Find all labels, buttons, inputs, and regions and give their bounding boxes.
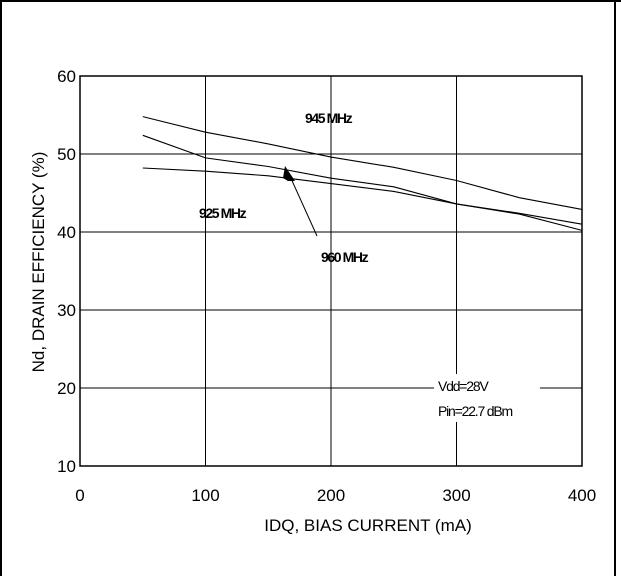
tick-labels: 0 100 200 300 400 10 20 30 40 50 60 xyxy=(57,67,596,505)
x-tick-label: 400 xyxy=(568,486,596,505)
annotation-arrow-head xyxy=(283,166,295,181)
x-axis-label: IDQ, BIAS CURRENT (mA) xyxy=(264,516,471,535)
x-tick-label: 200 xyxy=(317,486,345,505)
y-tick-label: 10 xyxy=(57,457,76,476)
conditions-box xyxy=(434,374,540,422)
annotation-960: 960 MHz xyxy=(321,249,369,265)
y-tick-label: 40 xyxy=(57,223,76,242)
y-tick-label: 20 xyxy=(57,379,76,398)
x-tick-label: 100 xyxy=(191,486,219,505)
plot-area xyxy=(79,75,583,467)
series-line-2 xyxy=(142,134,583,231)
conditions-pin: Pin=22.7 dBm xyxy=(438,403,512,419)
x-tick-label: 0 xyxy=(75,486,84,505)
annotation-arrow-line xyxy=(288,173,318,237)
annotation-945: 945 MHz xyxy=(305,110,353,126)
y-tick-label: 60 xyxy=(57,67,76,86)
y-tick-label: 50 xyxy=(57,145,76,164)
series-layer xyxy=(142,116,583,231)
y-tick-label: 30 xyxy=(57,301,76,320)
x-tick-label: 300 xyxy=(442,486,470,505)
annotation-925: 925 MHz xyxy=(199,205,247,221)
series-line-1 xyxy=(142,167,583,225)
y-axis-label: Nd, DRAIN EFFICIENCY (%) xyxy=(29,152,48,373)
grid xyxy=(80,76,582,466)
conditions-vdd: Vdd=28V xyxy=(438,378,489,394)
series-line-0 xyxy=(142,116,583,210)
